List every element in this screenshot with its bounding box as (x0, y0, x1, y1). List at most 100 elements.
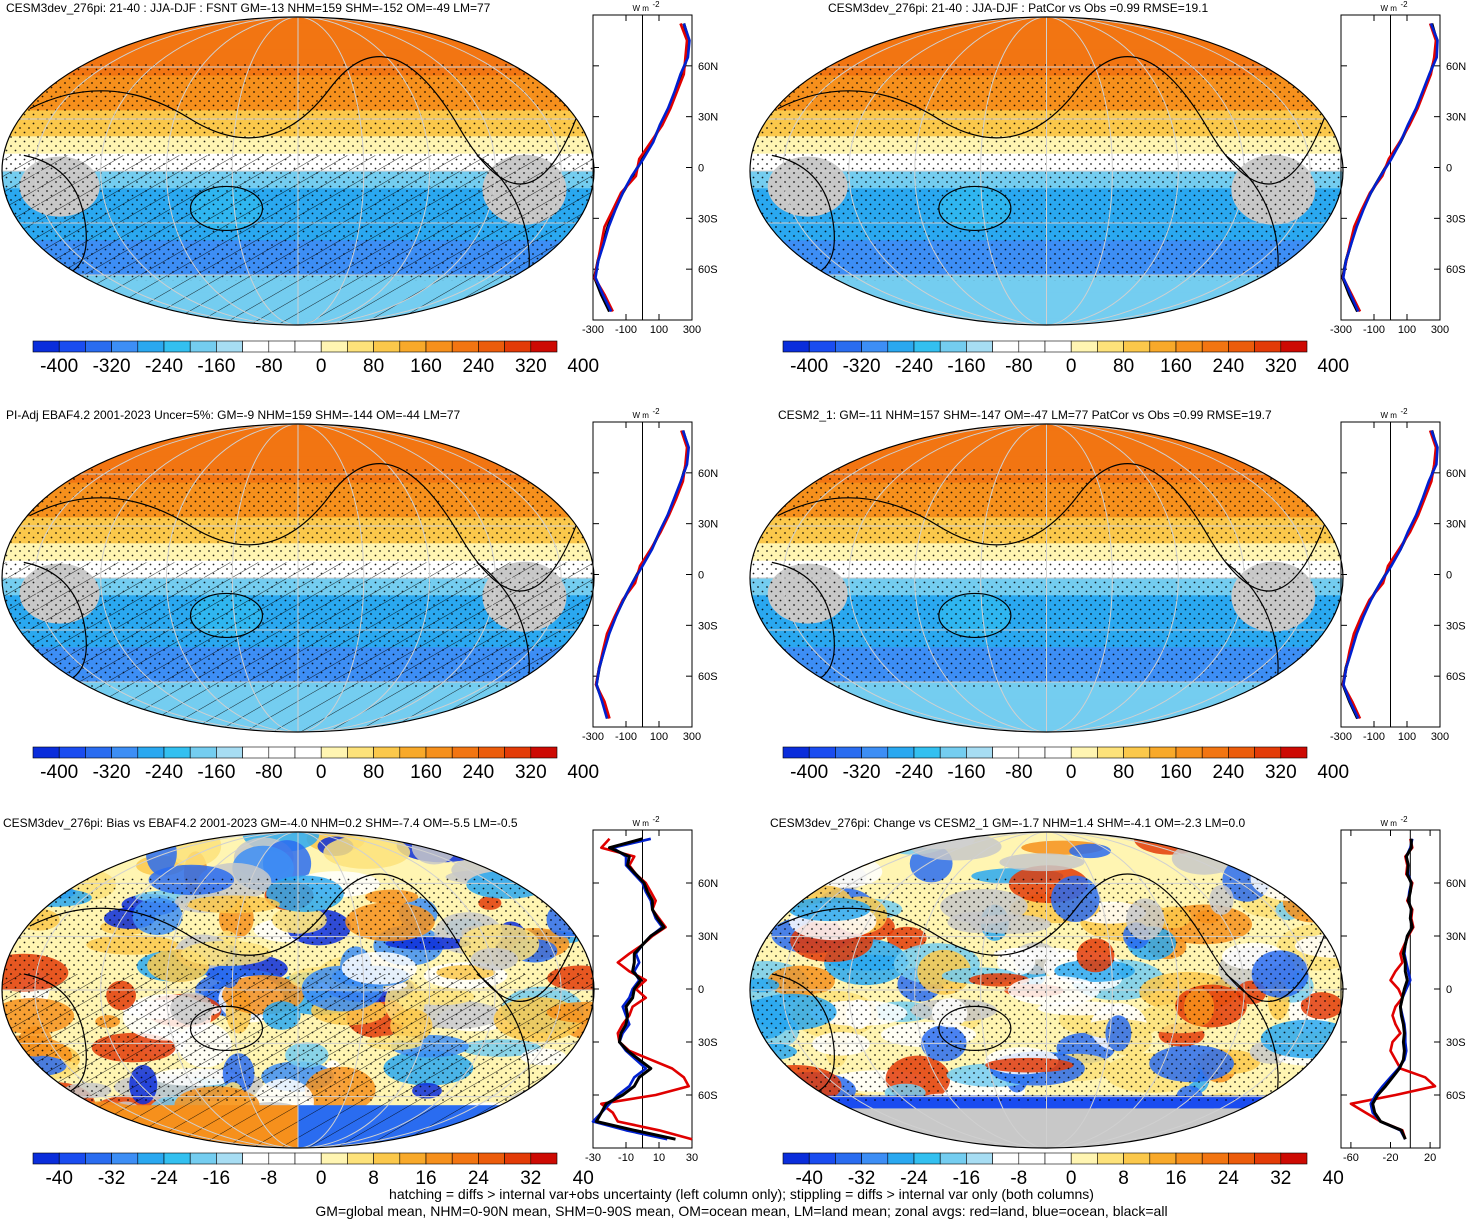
x-tick-label: -60 (1343, 1152, 1359, 1164)
colorbar-swatch (861, 340, 889, 353)
y-tick-label: 30N (698, 519, 718, 531)
colorbar-swatch (216, 746, 243, 759)
colorbar-swatch (32, 1152, 60, 1165)
colorbar-swatch (85, 746, 112, 759)
colorbar-swatch (58, 1152, 86, 1165)
zonal-unit-exp: -2 (1401, 407, 1409, 416)
x-tick-label: 100 (1398, 324, 1416, 336)
map-panel-4 (749, 423, 1344, 733)
colorbar-swatch (425, 340, 453, 353)
colorbar-label: 320 (1265, 762, 1297, 783)
x-tick-label: -100 (615, 731, 637, 743)
colorbar-swatch (85, 340, 112, 353)
coast-australia (938, 185, 1012, 232)
zonal-panel-6: W m -2 -60 -20 20 60N 30N 0 30S 60S (1340, 815, 1466, 1164)
colorbar-label: 40 (573, 1168, 594, 1189)
colorbar-swatch (913, 1152, 941, 1165)
colorbar-label: -320 (843, 762, 881, 783)
colorbar-swatch (1097, 1152, 1124, 1165)
y-tick-label: 30S (698, 1037, 718, 1049)
colorbar-label: -24 (150, 1168, 178, 1189)
colorbar-label: -400 (790, 356, 828, 377)
y-tick-label: 60N (1446, 468, 1466, 480)
y-tick-label: 60N (698, 878, 718, 890)
colorbar-swatch (1123, 340, 1151, 353)
colorbar-swatch (808, 746, 836, 759)
colorbar-swatch (1228, 340, 1255, 353)
colorbar-label: -8 (1010, 1168, 1027, 1189)
colorbar-swatch (242, 1152, 270, 1165)
zonal-unit-exp: -2 (1401, 0, 1409, 9)
colorbar-swatch (268, 340, 296, 353)
colorbar-swatch (478, 340, 505, 353)
colorbar-label: -240 (895, 356, 933, 377)
graticule (2, 17, 594, 325)
colorbar-swatch (294, 746, 322, 759)
colorbar-label: -160 (947, 762, 985, 783)
colorbar-swatch (861, 746, 889, 759)
zonal-series-2 (1341, 430, 1438, 720)
zonal-series-3 (595, 430, 691, 719)
zonal-panel-5: W m -2 -30 -10 10 30 60N 30N 0 30S 60S (585, 815, 718, 1164)
colorbar-label: -160 (947, 356, 985, 377)
colorbar-label: -320 (93, 762, 131, 783)
coastlines (771, 873, 1329, 1145)
colorbar-swatch (1123, 746, 1151, 759)
colorbar-label: -32 (848, 1168, 875, 1189)
colorbar-label: -16 (203, 1168, 230, 1189)
colorbar-swatch (504, 1152, 532, 1165)
colorbar-label: 400 (567, 762, 599, 783)
map-field (2, 832, 594, 1148)
colorbar-swatch (939, 1152, 967, 1165)
zonal-series-3 (1371, 838, 1414, 1140)
map-panel-5 (1, 831, 595, 1149)
colorbar-swatch (242, 340, 270, 353)
colorbar-swatch (425, 1152, 453, 1165)
colorbar-label: 8 (1118, 1168, 1129, 1189)
colorbar-swatch (137, 746, 165, 759)
colorbar-swatch (939, 746, 967, 759)
colorbar-6: -40 -32 -24 -16 -8 0 8 16 24 32 40 (782, 1152, 1344, 1189)
colorbar-label: -400 (40, 762, 78, 783)
colorbar-swatch (504, 746, 532, 759)
panel-title: CESM2_1: GM=-11 NHM=157 SHM=-147 OM=-47 … (778, 408, 1272, 422)
colorbar-swatch (1254, 746, 1282, 759)
colorbar-swatch (1228, 1152, 1255, 1165)
colorbar-swatch (1201, 1152, 1229, 1165)
y-tick-label: 30S (698, 213, 718, 225)
y-tick-label: 60N (1446, 878, 1466, 890)
colorbar-label: 240 (1213, 762, 1245, 783)
colorbar-label: 320 (515, 762, 547, 783)
x-tick-label: 100 (650, 731, 668, 743)
graticule (750, 832, 1343, 1148)
colorbar-swatch (58, 340, 86, 353)
zonal-unit: W m (633, 4, 650, 13)
colorbar-label: -240 (895, 762, 933, 783)
y-tick-label: 60S (698, 264, 718, 276)
colorbar-swatch (1018, 340, 1046, 353)
zonal-unit-exp: -2 (653, 407, 661, 416)
colorbar-swatch (966, 746, 993, 759)
colorbar-label: -32 (98, 1168, 125, 1189)
map-panel-3 (1, 423, 595, 733)
y-tick-label: 30N (698, 112, 718, 124)
colorbar-label: 80 (363, 762, 384, 783)
y-tick-label: 30N (698, 931, 718, 943)
panel-title: PI-Adj EBAF4.2 2001-2023 Uncer=5%: GM=-9… (6, 408, 461, 422)
colorbar-swatch (347, 746, 374, 759)
graticule (750, 424, 1343, 732)
colorbar-swatch (887, 746, 915, 759)
colorbar-label: -80 (1005, 356, 1032, 377)
colorbar-swatch (32, 746, 60, 759)
coast-australia (189, 185, 264, 232)
colorbar-label: 240 (463, 356, 495, 377)
y-tick-label: 60S (698, 671, 718, 683)
zonal-panel-3: W m -2 -300 -100 100 300 60N 30N 0 30S 60S (582, 407, 718, 743)
colorbar-label: -160 (197, 762, 235, 783)
colorbar-label: 0 (316, 356, 327, 377)
footer: hatching = diffs > internal var+obs unce… (0, 1186, 1483, 1220)
footer-line-1: hatching = diffs > internal var+obs unce… (389, 1186, 1094, 1202)
colorbar-swatch (189, 1152, 217, 1165)
colorbar-swatch (1070, 340, 1098, 353)
